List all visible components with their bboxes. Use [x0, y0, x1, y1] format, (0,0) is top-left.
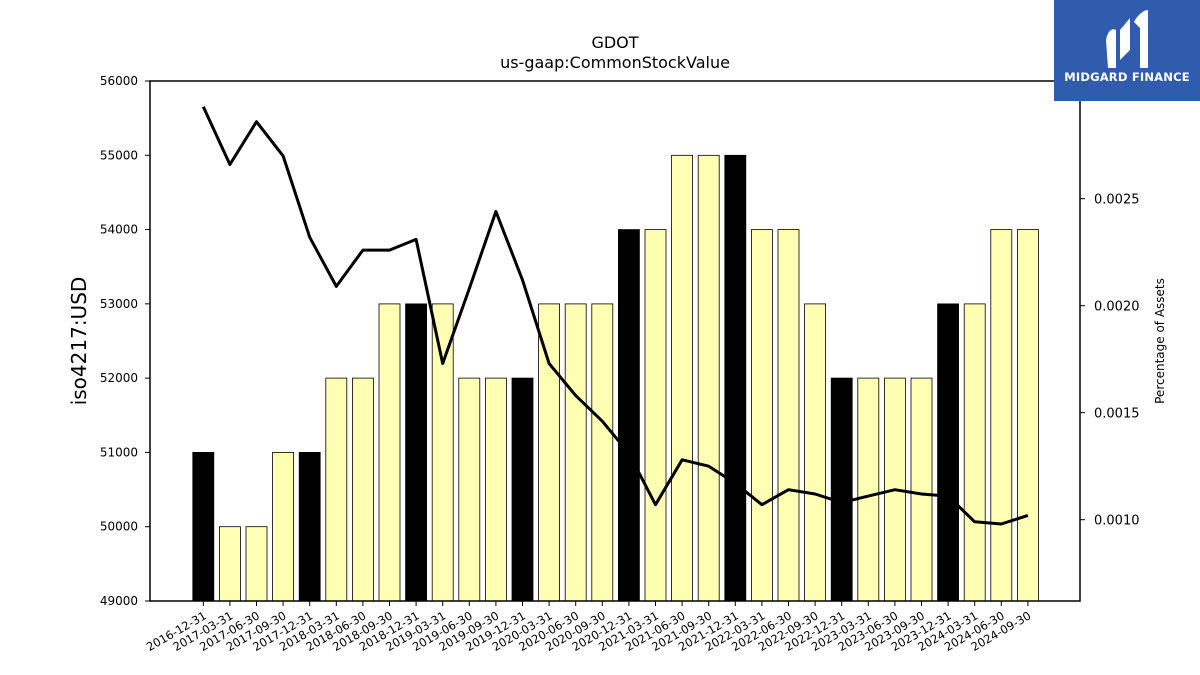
y-axis-right-ticks: 0.0010 0.0015 0.0020 0.0025: [1080, 193, 1140, 529]
chart-subtitle: us-gaap:CommonStockValue: [500, 53, 730, 72]
bar: [192, 451, 215, 602]
plot-frame: [149, 80, 1081, 602]
y-axis-left-ticks: 49000 50000 51000 52000 53000 54000 55000 56000: [100, 74, 150, 608]
y-tick-label: 49000: [100, 594, 138, 608]
bar: [272, 451, 295, 602]
y-tick-label: 56000: [100, 74, 138, 88]
midgard-logo-icon: [1106, 10, 1148, 68]
bar: [458, 377, 481, 602]
y-tick-label: 52000: [100, 371, 138, 385]
bar: [618, 229, 640, 602]
bar: [298, 451, 321, 602]
bar: [963, 303, 986, 602]
bar: [511, 377, 534, 602]
bar: [751, 229, 773, 602]
bar: [484, 377, 507, 602]
bar: [804, 303, 826, 602]
y2-tick-label: 0.0020: [1094, 300, 1140, 315]
bar: [591, 303, 614, 602]
bar: [538, 303, 560, 602]
y-tick-label: 53000: [100, 297, 138, 311]
bar: [937, 303, 959, 602]
bar: [671, 154, 693, 602]
bar: [218, 526, 241, 602]
bar: [431, 303, 454, 602]
x-axis-ticks: 2016-12-312017-03-312017-06-302017-09-30…: [144, 601, 1033, 654]
bar: [910, 377, 933, 602]
bar: [697, 154, 720, 602]
bar: [405, 303, 428, 602]
bar: [644, 229, 667, 602]
chart-title: GDOT: [591, 33, 638, 52]
y2-tick-label: 0.0015: [1094, 407, 1140, 422]
bar: [351, 377, 374, 602]
y-tick-label: 51000: [100, 445, 138, 459]
percentage-of-assets-line: [201, 106, 1029, 526]
bar: [325, 377, 348, 602]
y-axis-label-left: iso4217:USD: [67, 277, 91, 406]
y-tick-label: 55000: [100, 148, 138, 162]
bar: [1017, 229, 1039, 602]
brand-logo: MIDGARD FINANCE: [1054, 0, 1200, 101]
y-tick-label: 54000: [100, 223, 138, 237]
y-axis-label-right: Percentage of Assets: [1153, 278, 1167, 404]
y-tick-label: 50000: [100, 520, 138, 534]
bar: [245, 526, 268, 602]
bar: [990, 229, 1013, 602]
bar: [857, 377, 880, 602]
brand-name: MIDGARD FINANCE: [1064, 70, 1190, 84]
y2-tick-label: 0.0010: [1094, 514, 1140, 529]
bar: [378, 303, 401, 602]
bar-series: [192, 154, 1039, 602]
bar: [564, 303, 587, 602]
bar: [777, 229, 800, 602]
y2-tick-label: 0.0025: [1094, 193, 1140, 208]
bar: [830, 377, 853, 602]
line-series: [201, 106, 1029, 526]
bar: [724, 154, 747, 602]
